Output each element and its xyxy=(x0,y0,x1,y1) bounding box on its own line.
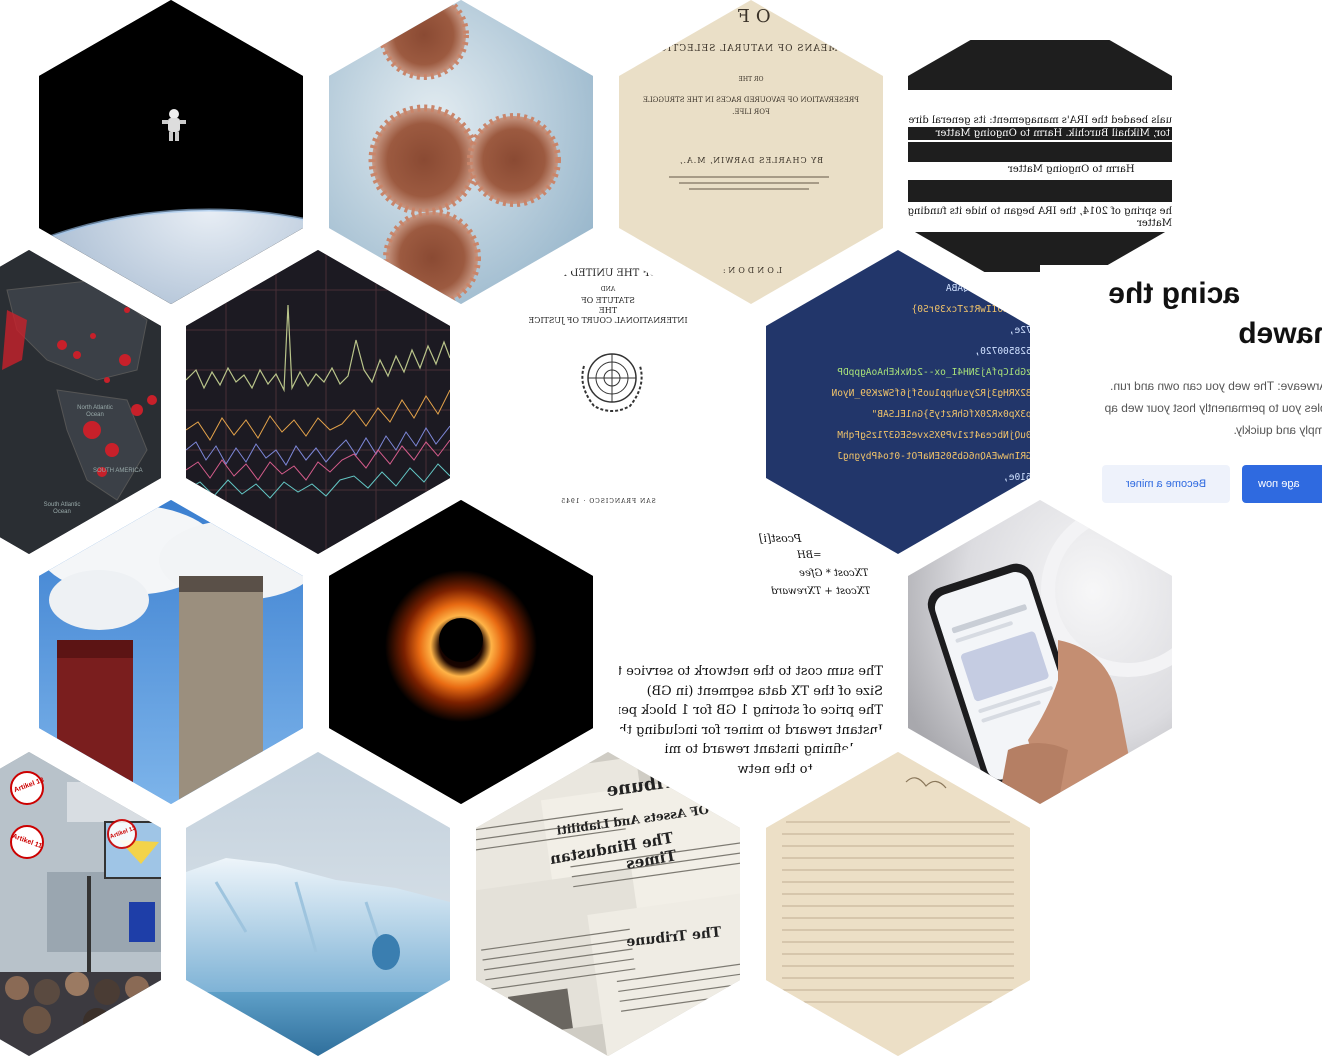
code-line-6: "ngFDaB2XRHg3jR2ysuhpp1uo5fj6fSWzK99_Nyo… xyxy=(831,388,1031,399)
primary-cta-button[interactable]: age now xyxy=(1242,465,1322,503)
protest-image xyxy=(0,752,161,1056)
astronaut-tile[interactable] xyxy=(39,0,303,304)
formula-desc-6: e the user to the netw xyxy=(737,761,883,777)
map-label-north-atlantic: North Atlantic Ocean xyxy=(77,405,113,418)
formula-symbol-3: TXcost * Gfee xyxy=(799,568,869,579)
formula-tile[interactable]: Pcost[i] =BH TXcost * Gfee TXcost + TXre… xyxy=(619,500,883,804)
code-line-5: AANeEvzGb1CpfAj3NH4I_ox--2cNxkEhAoAgppDP xyxy=(837,367,1030,378)
book-city: LONDON: xyxy=(719,266,783,275)
primary-cta-label: age now xyxy=(1258,478,1300,490)
astronaut-figure xyxy=(162,109,186,141)
promo-body-1: to Arweave: The web you can own and run. xyxy=(1110,379,1322,393)
charter-footer: SAN FRANCISCO · 1945 xyxy=(560,498,656,505)
black-hole-tile[interactable] xyxy=(329,500,593,804)
redacted-report-tile[interactable]: uals beaded the IRA's management: its ge… xyxy=(908,0,1172,304)
astronaut-earth-image xyxy=(39,0,303,304)
smartphone-tile[interactable] xyxy=(908,500,1172,804)
book-or-the: OR THE xyxy=(738,76,764,83)
promo-body-3: , simply and quickly. xyxy=(1233,423,1322,437)
formula-desc-5: ent defining instant reward to mi xyxy=(664,742,884,757)
redacted-line-5: Matter xyxy=(1137,218,1172,229)
coronavirus-image xyxy=(329,0,593,304)
formula-symbol-1: Pcost[i] xyxy=(759,532,802,545)
origin-of-species-tile[interactable]: OF BY MEANS OF NATURAL SELECTION, OR THE… xyxy=(619,0,883,304)
code-line-10: 607766610e, xyxy=(1003,472,1030,483)
formula-symbol-2: =BH xyxy=(797,550,822,561)
parchment-document-image xyxy=(766,752,1030,1056)
iceberg-image xyxy=(186,752,450,1056)
promo-body-2: nables you to permanently host your web … xyxy=(1104,401,1322,415)
book-author: BY CHARLES DARWIN, M.A., xyxy=(678,156,824,165)
book-title-fragment: OF xyxy=(731,6,771,27)
redaction-bar-low xyxy=(908,180,1172,202)
code-line-4: et": 1528500720, xyxy=(974,346,1030,357)
smokestacks-tile[interactable] xyxy=(39,500,303,804)
map-label-south-atlantic: South Atlantic Ocean xyxy=(43,502,81,515)
smokestacks-image xyxy=(39,500,303,804)
book-preservation: PRESERVATION OF FAVOURED RACES IN THE ST… xyxy=(643,96,859,104)
arweave-promo-panel: acing the maweb to Arweave: The web you … xyxy=(1040,265,1322,525)
book-for-life: FOR LIFE. xyxy=(732,108,770,116)
signal-plot-image xyxy=(186,250,450,554)
parchment-tile[interactable] xyxy=(766,752,1030,1056)
promo-heading-line2: maweb xyxy=(1238,317,1322,350)
formula-desc-2: Size of the TX data segment (in GB) xyxy=(646,683,883,699)
formula-desc-4: Instant reward to miner for including th… xyxy=(619,722,883,738)
charter-line-2: AND xyxy=(600,286,616,293)
book-fine-print xyxy=(669,172,829,194)
charter-line-4: THE xyxy=(598,306,618,315)
redacted-line-2: tor, Mikhail Burchik. Harm to Ongoing Ma… xyxy=(935,128,1170,139)
code-line-1: AAAAQEBAAEAAAAABAQABA xyxy=(945,283,1030,294)
code-line-2: r6y5jG6G3he0IIwRtzTcx39rS0} xyxy=(911,304,1030,315)
code-tile[interactable]: AAAAQEBAAEAAAAABAQABA r6y5jG6G3he0IIwRtz… xyxy=(766,250,1030,554)
world-map-tile[interactable]: North Atlantic Ocean SOUTH AMERICA South… xyxy=(0,250,161,554)
redacted-line-4: he spring of 2014, the IRA began to hide… xyxy=(908,206,1172,217)
protest-tile[interactable]: Artikel 13 Artikel 11 Artikel 13 xyxy=(0,752,161,1056)
redaction-bar-mid xyxy=(908,142,1172,162)
newspaper-tile[interactable]: Tribune OF Assets And Liabiliti The Hind… xyxy=(476,752,740,1056)
redaction-bar-top xyxy=(908,40,1172,90)
promo-heading-line1: acing the xyxy=(1108,277,1240,310)
iceberg-tile[interactable] xyxy=(186,752,450,1056)
signal-plot-tile[interactable] xyxy=(186,250,450,554)
code-line-8: "phzFD0uQjNbcea4tz1vP9XSxveSEG371zSgFqhM xyxy=(837,430,1030,441)
un-charter-tile[interactable]: OF THE UNITED N AND STATUTE OF THE INTER… xyxy=(476,250,740,554)
black-hole-image xyxy=(329,500,593,804)
become-miner-button[interactable]: Become a miner xyxy=(1102,465,1230,503)
redacted-line-1: uals beaded the IRA's management: its ge… xyxy=(908,115,1172,126)
redacted-line-3: Harm to Ongoing Matter xyxy=(1008,164,1135,175)
un-emblem-icon xyxy=(581,353,643,412)
map-label-south-america: SOUTH AMERICA xyxy=(93,468,143,474)
coronavirus-tile[interactable] xyxy=(329,0,593,304)
smartphone-in-hand-image xyxy=(908,500,1172,804)
code-line-9: "em8MfGRInwwEAQn6Gb50SENaFOt-0to4PbygngJ xyxy=(837,451,1030,462)
formula-desc-3: The price of storing 1 GB for 1 block pe… xyxy=(619,703,883,718)
code-line-7: 2I}TwUp3Xp0xR20XfGhRzty5}Gn1ELSAB" xyxy=(871,409,1030,420)
book-subtitle: BY MEANS OF NATURAL SELECTION, xyxy=(646,44,856,54)
formula-desc-1: The sum cost to the network to service t… xyxy=(619,664,883,679)
code-line-3: 12850072e, xyxy=(1008,325,1030,336)
become-miner-label: Become a miner xyxy=(1125,478,1207,490)
formula-symbol-4: TXcost + TXreward xyxy=(771,586,871,597)
charter-line-5: INTERNATIONAL COURT OF JUSTICE xyxy=(528,316,688,325)
charter-line-3: STATUTE OF xyxy=(581,296,635,305)
world-map-image xyxy=(0,250,161,554)
